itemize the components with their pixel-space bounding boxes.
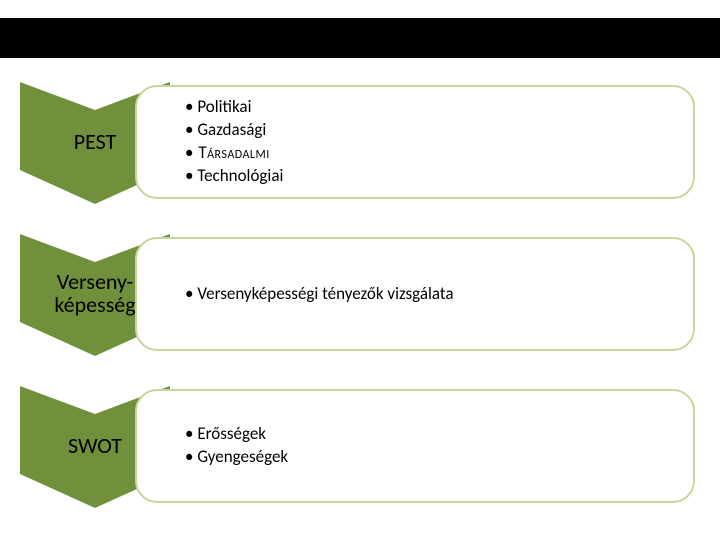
content-bubble: PolitikaiGazdaságiTársadalmiTechnológiai	[135, 85, 695, 199]
diagram-row: Versenyképességi tényezők vizsgálata Ver…	[20, 234, 700, 364]
rows-container: PolitikaiGazdaságiTársadalmiTechnológiai…	[20, 82, 700, 538]
chevron-label: SWOT	[20, 434, 170, 457]
chevron-label: Verseny-képesség	[20, 270, 170, 316]
bullet-list: Versenyképességi tényezők vizsgálata	[185, 283, 679, 306]
content-bubble: Versenyképességi tényezők vizsgálata	[135, 237, 695, 351]
diagram-row: ErősségekGyengeségek SWOT	[20, 386, 700, 516]
bullet-item: Politikai	[185, 96, 679, 119]
bullet-item: Versenyképességi tényezők vizsgálata	[185, 283, 679, 306]
content-bubble: ErősségekGyengeségek	[135, 389, 695, 503]
bullet-item: Technológiai	[185, 165, 679, 188]
bullet-item: Gyengeségek	[185, 446, 679, 469]
bullet-item: Gazdasági	[185, 119, 679, 142]
bullet-item: Erősségek	[185, 423, 679, 446]
bullet-list: ErősségekGyengeségek	[185, 423, 679, 469]
chevron-label: PEST	[20, 130, 170, 153]
slide: Tartalmi áttekintés PolitikaiGazdaságiTá…	[0, 0, 720, 540]
bullet-item: Társadalmi	[185, 142, 679, 165]
bullet-list: PolitikaiGazdaságiTársadalmiTechnológiai	[185, 96, 679, 188]
diagram-row: PolitikaiGazdaságiTársadalmiTechnológiai…	[20, 82, 700, 212]
slide-title: Tartalmi áttekintés	[6, 10, 217, 45]
